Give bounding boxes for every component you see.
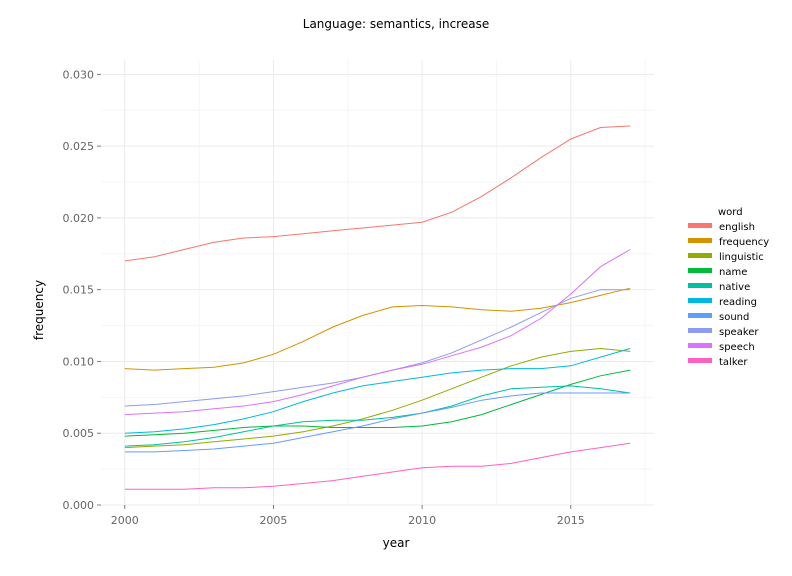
legend-swatch-reading (688, 298, 712, 303)
x-tick-label: 2010 (408, 514, 436, 527)
series-line-speech (124, 249, 631, 416)
x-axis-label: year (383, 536, 410, 550)
series-line-linguistic (124, 347, 631, 449)
y-axis-label: frequency (32, 280, 46, 340)
y-tick-label: 0.025 (63, 140, 95, 153)
legend-swatch-native (688, 283, 712, 288)
x-axis: 2000 2005 2010 2015 (111, 505, 585, 527)
legend-swatch-english (688, 223, 712, 228)
series-lines (124, 125, 631, 490)
legend: word english frequency linguistic name nativ… (688, 207, 769, 368)
legend-label-sound: sound (719, 312, 749, 323)
series-line-english (124, 125, 631, 262)
series-line-reading (124, 348, 631, 434)
legend-title: word (718, 207, 743, 218)
y-tick-label: 0.010 (63, 355, 95, 368)
legend-swatch-name (688, 268, 712, 273)
y-tick-label: 0.000 (63, 499, 95, 512)
y-tick-label: 0.030 (63, 68, 95, 81)
legend-label-speech: speech (719, 342, 755, 353)
x-tick-label: 2015 (557, 514, 585, 527)
legend-label-english: english (719, 222, 755, 233)
y-axis: 0.000 0.005 0.010 0.015 0.020 0.025 0.030 (63, 68, 101, 512)
legend-swatch-speaker (688, 328, 712, 333)
chart-title: Language: semantics, increase (303, 17, 489, 31)
y-tick-label: 0.020 (63, 212, 95, 225)
series-line-native (124, 385, 631, 447)
series-line-talker (124, 442, 631, 490)
y-tick-label: 0.005 (63, 427, 95, 440)
legend-label-speaker: speaker (719, 327, 759, 338)
legend-label-frequency: frequency (719, 237, 769, 248)
grid (101, 60, 654, 506)
legend-swatch-sound (688, 313, 712, 318)
y-tick-label: 0.015 (63, 284, 95, 297)
legend-label-reading: reading (719, 297, 757, 308)
series-line-frequency (124, 287, 631, 371)
x-tick-label: 2005 (259, 514, 287, 527)
legend-label-native: native (719, 282, 750, 293)
legend-swatch-talker (688, 358, 712, 363)
legend-label-linguistic: linguistic (719, 252, 764, 263)
legend-swatch-frequency (688, 238, 712, 243)
legend-label-talker: talker (719, 357, 748, 368)
x-tick-label: 2000 (111, 514, 139, 527)
series-line-sound (124, 392, 631, 453)
legend-swatch-linguistic (688, 253, 712, 258)
legend-label-name: name (719, 267, 747, 278)
legend-swatch-speech (688, 343, 712, 348)
